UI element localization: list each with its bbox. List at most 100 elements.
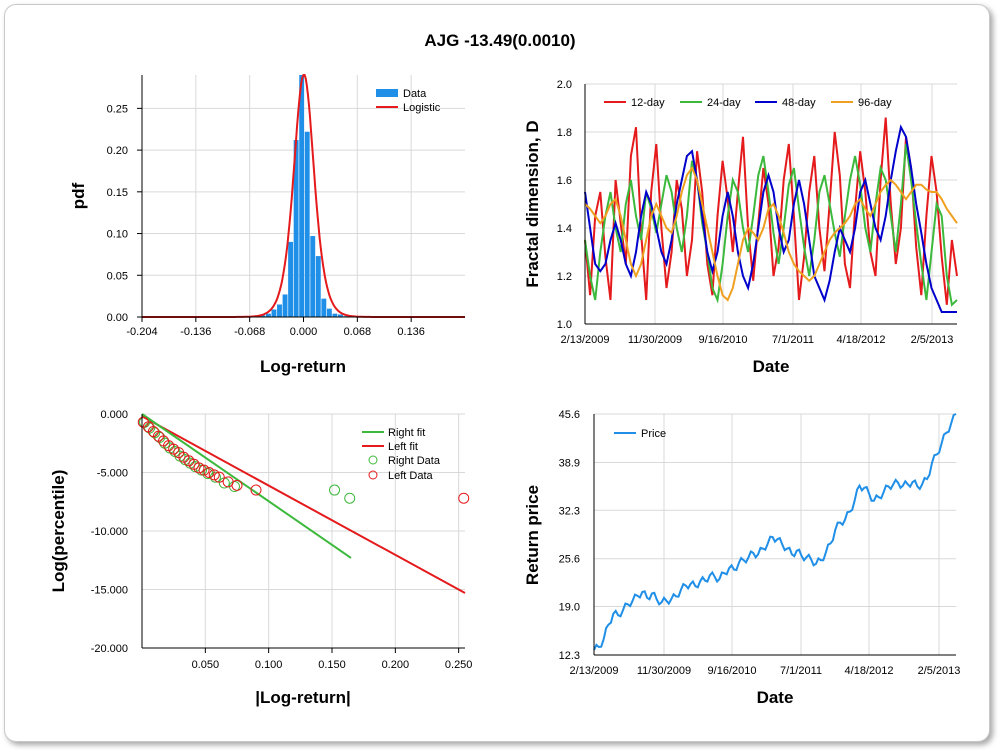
hist-y-tick-label: 0.15 xyxy=(107,187,128,199)
rp-y-tick-label: 12.3 xyxy=(559,650,580,662)
fd-y-tick-label: 1.6 xyxy=(557,175,572,187)
rp-x-tick-label: 2/5/2013 xyxy=(918,665,961,677)
lp-legend-left-data-swatch xyxy=(368,470,378,480)
legend-logistic-label: Logistic xyxy=(403,102,441,114)
hist-y-tick-label: 0.25 xyxy=(107,103,128,115)
lp-y-tick-label: -15.000 xyxy=(91,585,128,597)
hist-bar xyxy=(265,313,271,317)
rp-legend-label: Price xyxy=(641,428,666,440)
lp-legend-right-data-swatch xyxy=(368,455,378,465)
hist-bar xyxy=(293,140,299,317)
hist-x-tick-label: -0.204 xyxy=(126,326,157,338)
hist-y-tick-label: 0.00 xyxy=(107,312,128,324)
lp-legend-label: Right Data xyxy=(388,455,441,467)
hist-y-axis-label: pdf xyxy=(69,182,88,209)
legend-data-label: Data xyxy=(403,88,427,100)
figure-title: AJG -13.49(0.0010) xyxy=(424,31,576,50)
rp-y-tick-label: 25.6 xyxy=(559,554,580,566)
fd-series-48-day xyxy=(584,124,957,313)
lp-x-tick-label: 0.200 xyxy=(382,659,410,671)
fd-x-tick-label: 7/1/2011 xyxy=(772,334,814,346)
hist-bar xyxy=(326,308,332,317)
right-data-point xyxy=(329,484,341,496)
lp-x-axis-label: |Log-return| xyxy=(255,688,350,707)
lp-x-tick-label: 0.250 xyxy=(445,659,473,671)
hist-x-tick-label: 0.136 xyxy=(397,326,425,338)
rp-x-tick-label: 9/16/2010 xyxy=(708,665,757,677)
fd-y-tick-label: 2.0 xyxy=(557,79,572,91)
fd-x-tick-label: 11/30/2009 xyxy=(628,334,682,346)
fd-x-tick-label: 9/16/2010 xyxy=(699,334,748,346)
lp-x-tick-label: 0.050 xyxy=(192,659,220,671)
fd-x-tick-label: 2/5/2013 xyxy=(911,334,954,346)
rp-y-tick-label: 45.6 xyxy=(559,409,580,421)
lp-y-tick-label: 0.000 xyxy=(100,409,128,421)
rp-x-axis-label: Date xyxy=(757,688,794,707)
hist-x-tick-label: 0.068 xyxy=(344,326,372,338)
rp-y-axis-label: Return price xyxy=(523,485,542,585)
hist-x-axis-label: Log-return xyxy=(260,357,346,376)
fd-legend-label: 48-day xyxy=(782,97,816,109)
hist-x-tick-label: -0.068 xyxy=(234,326,265,338)
fd-x-tick-label: 2/13/2009 xyxy=(561,334,610,346)
right-data-point xyxy=(202,468,214,480)
fd-y-tick-label: 1.8 xyxy=(557,127,572,139)
rp-x-tick-label: 2/13/2009 xyxy=(570,665,619,677)
hist-bar xyxy=(304,131,310,317)
fd-x-axis-label: Date xyxy=(753,357,790,376)
hist-bar xyxy=(321,298,327,317)
lp-legend-label: Left Data xyxy=(388,470,434,482)
hist-bar xyxy=(315,256,321,317)
fd-legend-label: 96-day xyxy=(858,97,892,109)
lp-legend-label: Left fit xyxy=(388,441,418,453)
right-data-point xyxy=(344,492,356,504)
legend-data-swatch xyxy=(376,89,398,97)
left-data-point xyxy=(203,467,215,478)
hist-bar xyxy=(332,313,338,317)
left-data-point xyxy=(198,464,210,476)
hist-y-tick-label: 0.20 xyxy=(107,145,128,157)
lp-y-tick-label: -20.000 xyxy=(91,643,128,655)
rp-x-tick-label: 7/1/2011 xyxy=(780,665,822,677)
lp-y-axis-label: Log(percentile) xyxy=(49,470,68,593)
fd-legend-label: 24-day xyxy=(707,97,741,109)
fd-y-tick-label: 1.0 xyxy=(557,319,572,331)
hist-bar xyxy=(277,304,282,317)
right-data-point xyxy=(196,464,208,476)
lp-legend-label: Right fit xyxy=(388,427,425,439)
lp-y-tick-label: -10.000 xyxy=(91,526,128,538)
left-data-point xyxy=(458,492,470,504)
fd-legend-label: 12-day xyxy=(631,97,665,109)
rp-y-tick-label: 32.3 xyxy=(559,505,580,517)
fd-y-tick-label: 1.2 xyxy=(557,271,572,283)
hist-bar xyxy=(282,294,288,317)
hist-bar xyxy=(271,309,277,317)
figure-frame xyxy=(4,4,990,742)
right-fit-line xyxy=(141,413,352,559)
hist-y-tick-label: 0.10 xyxy=(107,229,128,241)
left-data-point xyxy=(250,484,262,496)
left-data-point xyxy=(208,469,220,481)
lp-x-tick-label: 0.150 xyxy=(318,659,346,671)
fd-x-tick-label: 4/18/2012 xyxy=(837,334,886,346)
hist-x-tick-label: 0.000 xyxy=(290,326,318,338)
fd-y-axis-label: Fractal dimension, D xyxy=(523,120,542,287)
fd-series-96-day xyxy=(584,165,958,302)
rp-x-tick-label: 4/18/2012 xyxy=(845,665,894,677)
left-data-point xyxy=(193,462,205,474)
rp-y-tick-label: 38.9 xyxy=(559,457,580,469)
lp-x-tick-label: 0.100 xyxy=(255,659,283,671)
fd-series-12-day xyxy=(584,117,958,305)
price-series xyxy=(593,413,957,651)
lp-y-tick-label: -5.000 xyxy=(97,468,128,480)
rp-x-tick-label: 11/30/2009 xyxy=(637,665,691,677)
hist-bar xyxy=(338,314,343,317)
hist-bar xyxy=(310,236,316,317)
left-fit-line xyxy=(141,415,466,594)
hist-bar xyxy=(260,315,266,317)
left-data-point xyxy=(231,479,243,491)
fd-y-tick-label: 1.4 xyxy=(557,223,572,235)
hist-bar xyxy=(299,75,305,317)
hist-x-tick-label: -0.136 xyxy=(180,326,211,338)
